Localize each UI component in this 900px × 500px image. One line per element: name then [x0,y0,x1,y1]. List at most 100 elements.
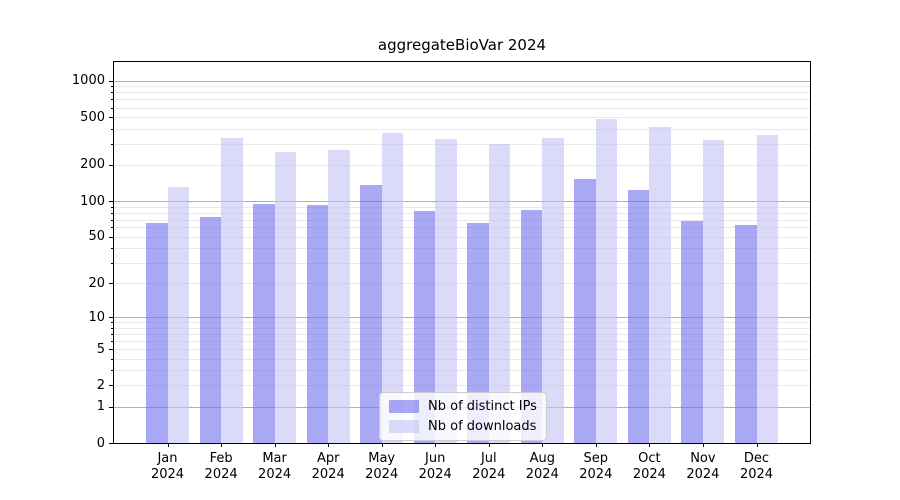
x-axis-tick [595,443,597,447]
x-axis-tick [756,443,758,447]
y-axis-minor-tick [111,262,113,264]
legend-item: Nb of downloads [389,418,537,435]
gridline-minor [114,334,810,335]
y-axis-minor-tick [111,99,113,101]
y-axis-minor-tick [111,206,113,208]
y-axis-tick [109,283,113,285]
y-tick-label: 500 [80,109,105,125]
y-axis-tick [109,117,113,118]
gridline-minor [114,86,810,88]
bar-downloads-aug [542,138,564,443]
gridline-minor [114,236,810,238]
bar-downloads-feb [221,138,243,443]
legend-item: Nb of distinct IPs [389,398,537,415]
gridline-minor [114,327,810,329]
bar-distinct-ips-aug [520,210,543,443]
bar-downloads-may [381,133,404,443]
gridline-minor [114,385,810,387]
y-tick-label: 1000 [71,73,105,89]
legend: Nb of distinct IPs Nb of downloads [379,392,547,441]
bar-distinct-ips-mar [253,203,275,443]
x-axis-tick [167,443,169,447]
x-axis-tick [221,443,223,447]
y-axis-tick [109,443,113,444]
y-axis-tick [109,317,113,319]
x-axis-tick [649,443,651,447]
y-axis-tick [109,236,113,238]
bar-downloads-nov [702,140,725,443]
y-axis-minor-tick [111,227,113,229]
x-tick-label: Oct 2024 [632,451,666,482]
y-tick-label: 0 [96,435,105,451]
gridline-major [114,317,810,319]
x-tick-label: Nov 2024 [686,451,720,482]
gridline-minor [114,358,810,360]
bar-distinct-ips-apr [306,205,329,443]
x-tick-label: Aug 2024 [525,451,559,482]
y-tick-label: 100 [80,193,105,209]
y-tick-label: 1 [96,399,105,415]
x-tick-label: Dec 2024 [739,451,774,482]
y-axis-tick [109,201,113,202]
y-tick-label: 10 [88,309,105,325]
gridline-minor [114,92,810,94]
legend-swatch-downloads [389,420,419,433]
gridline-minor [114,262,810,264]
gridline-minor [114,227,810,229]
bar-distinct-ips-feb [199,217,222,443]
gridline-minor [114,212,810,214]
y-axis-minor-tick [111,341,113,342]
gridline-minor [114,248,810,250]
y-axis-minor-tick [111,128,113,130]
bar-distinct-ips-dec [735,224,757,443]
y-axis-minor-tick [111,92,113,94]
bar-distinct-ips-jan [146,223,168,443]
x-axis-tick [435,443,437,447]
bar-distinct-ips-jul [467,222,489,443]
gridline-minor [114,341,810,342]
y-axis-minor-tick [111,334,113,335]
y-tick-label: 50 [88,229,105,245]
y-axis-minor-tick [111,248,113,250]
legend-item-label: Nb of downloads [428,419,537,434]
x-axis-tick [702,443,704,447]
x-axis-tick [381,443,383,447]
bar-downloads-apr [328,149,350,443]
bar-downloads-oct [649,126,671,443]
x-tick-label: Sep 2024 [579,451,613,482]
gridline-minor [114,107,810,109]
x-tick-label: Jun 2024 [418,451,452,482]
x-tick-label: Jan 2024 [150,451,185,482]
gridline-major [114,201,810,202]
gridline-minor [114,370,810,372]
y-axis-minor-tick [111,143,113,145]
chart-title: aggregateBioVar 2024 [377,36,547,54]
y-axis-tick [109,385,113,387]
gridline-minor [114,349,810,350]
y-axis-minor-tick [111,219,113,221]
y-axis-tick [109,406,113,408]
gridline-minor [114,164,810,166]
gridline-minor [114,143,810,145]
legend-item-label: Nb of distinct IPs [428,399,537,414]
x-axis-tick [328,443,330,447]
y-axis-tick [109,164,113,166]
gridline-major [114,80,810,82]
y-axis-minor-tick [111,327,113,329]
gridline-minor [114,206,810,208]
y-axis-minor-tick [111,212,113,214]
bar-downloads-mar [274,152,297,443]
gridline-minor [114,283,810,285]
y-axis-tick [109,349,113,350]
y-axis-minor-tick [111,86,113,88]
y-tick-label: 200 [80,157,105,173]
y-axis-minor-tick [111,370,113,372]
x-axis-tick [542,443,544,447]
plot-area [113,61,811,444]
x-tick-label: Feb 2024 [204,451,238,482]
bar-distinct-ips-nov [681,221,703,443]
x-tick-label: May 2024 [365,451,399,482]
x-tick-label: Apr 2024 [311,451,345,482]
x-axis-tick [488,443,490,447]
